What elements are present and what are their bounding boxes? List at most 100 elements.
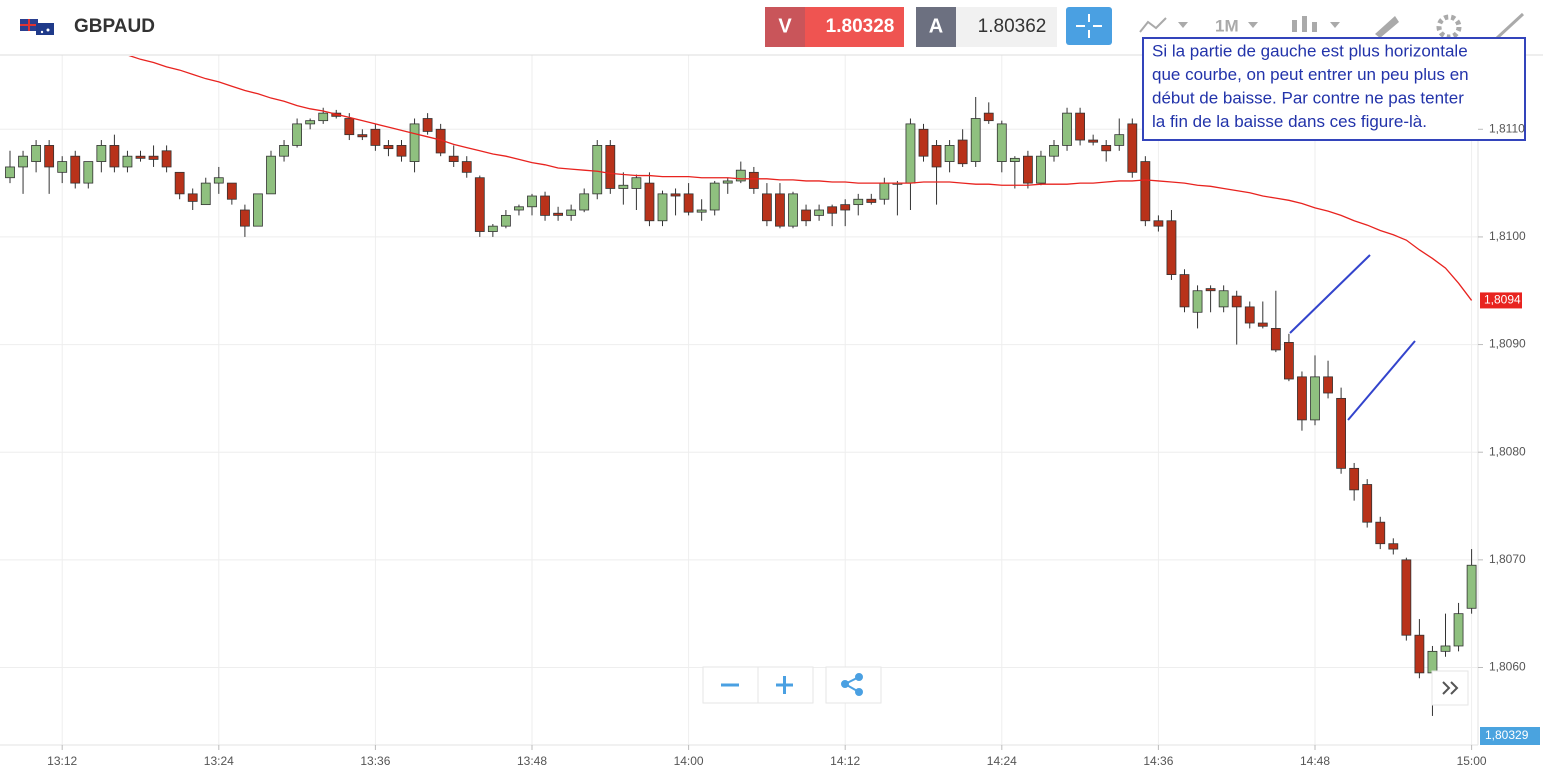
candle-body (657, 193, 668, 222)
candle-body (422, 118, 433, 132)
candle-body (996, 123, 1007, 162)
candle-body (696, 209, 707, 213)
dropdown-arrow (1178, 22, 1188, 28)
candle-body (1440, 645, 1451, 652)
chart-type-icon[interactable] (1292, 16, 1317, 32)
x-tick-label: 13:48 (517, 754, 547, 768)
candle-body (1166, 220, 1177, 275)
candle-body (1323, 376, 1333, 394)
timeframe[interactable]: 1M (1215, 16, 1239, 35)
candle-body (631, 177, 642, 189)
candle-body (775, 193, 785, 227)
y-tick-label: 1,8070 (1489, 552, 1526, 566)
candle-body (448, 155, 459, 162)
candle-body (970, 118, 981, 162)
flag-icon (20, 19, 54, 35)
candle-body (1375, 521, 1386, 545)
candle-body (1023, 155, 1033, 184)
indicator-icon[interactable] (1139, 17, 1167, 33)
candle-body (918, 128, 929, 157)
candle-body (18, 155, 28, 168)
candle-body (801, 209, 811, 222)
candle-body (944, 145, 955, 162)
candle-body (1336, 397, 1346, 469)
plot-area (5, 56, 1477, 716)
candle-body (70, 155, 81, 184)
crosshair-button[interactable] (1066, 7, 1112, 45)
candle-body (1453, 613, 1464, 647)
buy-button[interactable] (916, 7, 956, 47)
ma-price-tag (1480, 292, 1522, 309)
dropdown-arrow (1330, 22, 1340, 28)
x-tick-label: 14:12 (830, 754, 860, 768)
candle-body (1192, 290, 1203, 313)
candle-body (187, 193, 198, 202)
y-tick-label: 1,8090 (1489, 337, 1526, 351)
candle-body (292, 123, 303, 146)
x-tick-label: 14:48 (1300, 754, 1330, 768)
candle-body (1127, 123, 1138, 173)
candle-body (1349, 467, 1360, 491)
candle-body (605, 145, 616, 189)
annotation-line-text: début de baisse. Par contre ne pas tente… (1152, 88, 1464, 107)
candle-body (1205, 288, 1216, 292)
candle-body (318, 112, 329, 122)
candle-body (540, 195, 550, 216)
candle-body (644, 182, 655, 222)
share-button[interactable] (825, 666, 882, 704)
candle-body (514, 206, 524, 211)
candle-body (827, 206, 838, 214)
candle-body (1297, 376, 1307, 421)
price-label: 1,80329 (1485, 728, 1529, 742)
candle-body (1401, 559, 1412, 636)
candle-body (57, 161, 68, 173)
candle-body (161, 150, 172, 168)
candle-body (44, 145, 55, 168)
candle-body (905, 123, 916, 184)
buy-price-box[interactable] (956, 7, 1057, 47)
candle-body (1218, 290, 1229, 308)
candle-body (814, 209, 824, 216)
sell-price: 1.80328 (826, 16, 895, 37)
candle-body (239, 209, 250, 227)
buy-label: A (929, 15, 943, 37)
candle-body (1114, 134, 1125, 146)
candle-body (1088, 139, 1099, 143)
sell-label: V (778, 15, 792, 37)
candle-body (840, 204, 851, 211)
annotation-line-text: la fin de la baisse dans ces figure-là. (1152, 112, 1427, 131)
sell-price-box[interactable] (805, 7, 904, 47)
candle-body (670, 193, 681, 197)
candle-body (148, 155, 159, 160)
candle-body (500, 214, 511, 227)
candle-body (83, 161, 94, 184)
candle-body (709, 182, 720, 211)
grid (0, 55, 1478, 745)
candle-body (174, 171, 185, 195)
share-icon (841, 673, 863, 696)
dropdown-arrow (1248, 22, 1258, 28)
candle-body (461, 161, 472, 173)
buy-price: 1.80362 (978, 16, 1047, 37)
candle-body (762, 193, 772, 222)
fullscreen-icon[interactable] (1495, 12, 1525, 40)
sell-button[interactable] (765, 7, 805, 47)
candle-body (1388, 543, 1399, 550)
candle-body (1310, 376, 1320, 421)
draw-icon[interactable] (1375, 16, 1399, 38)
annotation-line (1347, 340, 1416, 421)
candle-body (1009, 157, 1020, 162)
zoom-in-button[interactable] (776, 676, 793, 694)
crosshair-icon (1076, 14, 1102, 38)
candle-body (409, 123, 420, 162)
candle-body (1101, 145, 1112, 152)
candle-body (1466, 564, 1477, 609)
candle-body (527, 195, 537, 208)
candle-body (566, 209, 577, 216)
candle-body (135, 155, 146, 159)
x-tick-label: 13:24 (204, 754, 234, 768)
x-tick-label: 14:36 (1143, 754, 1173, 768)
candle-body (579, 193, 590, 211)
